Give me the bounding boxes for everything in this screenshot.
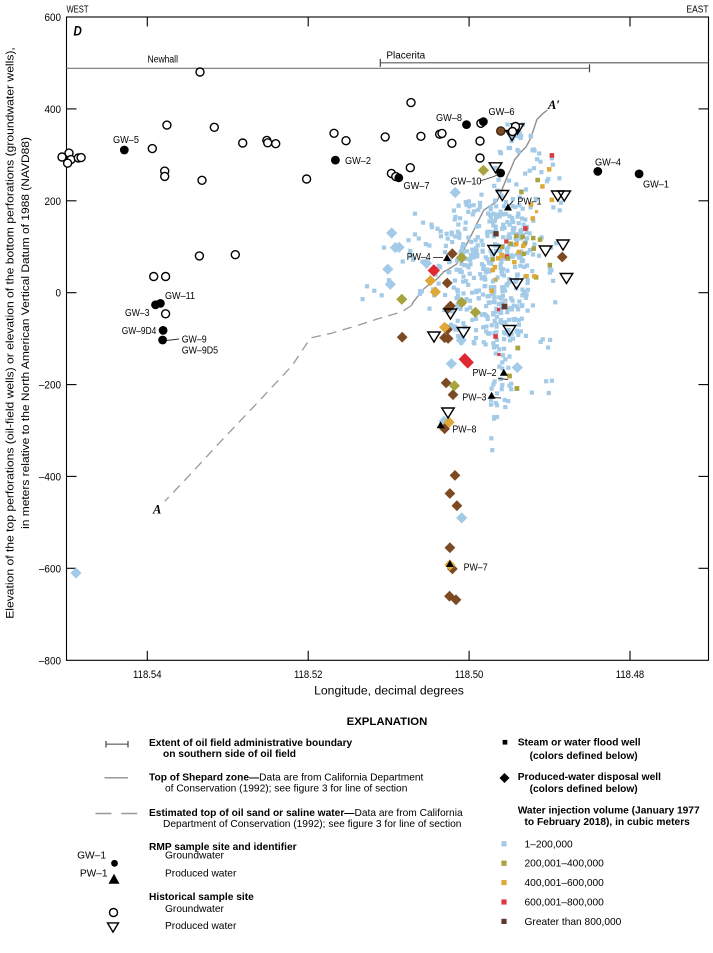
svg-text:118.54: 118.54 [133, 669, 162, 681]
svg-text:(colors defined below): (colors defined below) [530, 751, 638, 762]
svg-text:Longitude, decimal degrees: Longitude, decimal degrees [314, 683, 464, 697]
svg-text:600,001–800,000: 600,001–800,000 [525, 898, 605, 909]
svg-text:GW–7: GW–7 [404, 181, 430, 192]
svg-text:RMP sample site and identifier: RMP sample site and identifier [149, 842, 297, 853]
svg-text:PW–8: PW–8 [452, 425, 476, 436]
svg-text:Produced water: Produced water [165, 921, 237, 932]
svg-text:to February 2018), in cubic me: to February 2018), in cubic meters [525, 817, 691, 828]
svg-text:Historical sample site: Historical sample site [149, 892, 254, 903]
svg-text:GW–8: GW–8 [436, 113, 462, 124]
svg-text:Estimated top of oil sand or s: Estimated top of oil sand or saline wate… [149, 808, 463, 819]
svg-text:Top of Shepard zone—Data are f: Top of Shepard zone—Data are from Califo… [149, 773, 424, 784]
svg-text:Extent of oil field administra: Extent of oil field administrative bound… [149, 738, 353, 749]
svg-text:(colors defined below): (colors defined below) [530, 784, 638, 795]
svg-text:–800: –800 [39, 655, 61, 667]
svg-text:GW–5: GW–5 [113, 135, 139, 146]
svg-text:GW–10: GW–10 [451, 177, 482, 188]
svg-text:–600: –600 [39, 563, 61, 575]
svg-text:GW–11: GW–11 [165, 291, 195, 302]
svg-text:PW–1: PW–1 [518, 197, 542, 208]
svg-text:EAST: EAST [687, 4, 709, 16]
svg-text:GW–9D4: GW–9D4 [122, 326, 157, 337]
svg-text:Elevation of the top perforati: Elevation of the top perforations (oil-f… [5, 47, 17, 619]
svg-text:200: 200 [45, 196, 62, 208]
svg-text:PW–2: PW–2 [473, 368, 497, 379]
svg-text:GW–4: GW–4 [595, 158, 621, 169]
svg-text:Department of Conservation (19: Department of Conservation (1992); see f… [163, 819, 461, 830]
svg-text:D: D [74, 23, 82, 39]
svg-text:400: 400 [45, 104, 62, 116]
svg-text:GW–3: GW–3 [125, 308, 150, 319]
svg-text:0: 0 [56, 288, 62, 300]
svg-text:GW–1: GW–1 [77, 850, 106, 861]
svg-text:Groundwater: Groundwater [165, 850, 224, 861]
svg-text:Greater than 800,000: Greater than 800,000 [525, 917, 622, 928]
svg-text:A: A [152, 503, 161, 517]
svg-text:on southern side of oil field: on southern side of oil field [163, 749, 296, 760]
svg-text:Produced-water disposal well: Produced-water disposal well [518, 772, 661, 783]
svg-text:GW–1: GW–1 [643, 180, 669, 191]
svg-text:A′: A′ [547, 98, 560, 112]
svg-text:of Conservation (1992); see fi: of Conservation (1992); see figure 3 for… [165, 784, 407, 795]
svg-text:PW–1: PW–1 [80, 869, 108, 880]
svg-text:GW–6: GW–6 [489, 107, 515, 118]
svg-text:GW–2: GW–2 [345, 156, 371, 167]
svg-text:Groundwater: Groundwater [165, 904, 224, 915]
svg-text:400,001–600,000: 400,001–600,000 [525, 878, 605, 889]
svg-text:Newhall: Newhall [148, 54, 179, 65]
svg-text:Placerita: Placerita [386, 50, 425, 61]
svg-text:WEST: WEST [67, 4, 89, 16]
svg-text:PW–3: PW–3 [462, 393, 486, 404]
svg-text:1–200,000: 1–200,000 [525, 839, 573, 850]
svg-text:PW–7: PW–7 [464, 563, 488, 574]
svg-text:118.52: 118.52 [294, 669, 323, 681]
svg-text:GW–9D5: GW–9D5 [182, 346, 219, 357]
svg-text:–400: –400 [39, 471, 61, 483]
svg-text:EXPLANATION: EXPLANATION [347, 716, 428, 728]
svg-text:200,001–400,000: 200,001–400,000 [525, 859, 605, 870]
svg-text:Water injection volume (Januar: Water injection volume (January 1977 [518, 806, 700, 817]
svg-text:118.48: 118.48 [616, 669, 645, 681]
svg-text:600: 600 [45, 12, 62, 24]
svg-text:–200: –200 [39, 380, 61, 392]
svg-text:Produced water: Produced water [165, 869, 237, 880]
svg-text:in meters relative to the Nort: in meters relative to the North American… [20, 137, 32, 529]
svg-text:118.50: 118.50 [455, 669, 484, 681]
svg-text:PW–4: PW–4 [407, 252, 431, 263]
svg-text:GW–9: GW–9 [182, 335, 207, 346]
svg-text:Steam or water flood well: Steam or water flood well [518, 738, 641, 749]
